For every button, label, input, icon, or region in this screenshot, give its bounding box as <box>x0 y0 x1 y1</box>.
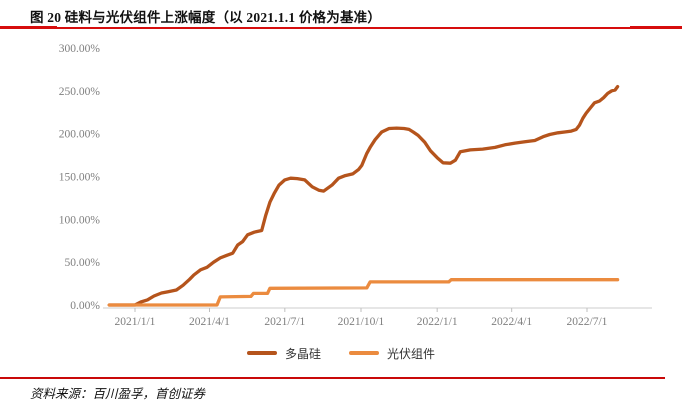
y-axis-tick-label: 150.00% <box>59 172 101 184</box>
x-axis-tick-label: 2022/1/1 <box>417 316 458 328</box>
y-axis-tick-label: 300.00% <box>59 43 101 55</box>
x-axis-tick-label: 2021/4/1 <box>189 316 230 328</box>
legend-swatch <box>246 351 277 355</box>
figure-title: 图 20 硅料与光伏组件上涨幅度（以 2021.1.1 价格为基准） <box>30 10 382 25</box>
y-axis-tick-label: 50.00% <box>65 257 101 269</box>
source-rule <box>0 377 665 379</box>
title-rule-left-segment <box>0 26 57 29</box>
legend-label: 多晶硅 <box>284 346 321 361</box>
series-line-polysilicon <box>107 84 620 307</box>
title-rule-middle-segment <box>57 27 630 29</box>
series-line-pv-module <box>107 278 620 307</box>
title-rule-right-segment <box>630 26 682 29</box>
x-axis-tick-label: 2021/10/1 <box>338 316 385 328</box>
legend-item-polysilicon: 多晶硅 <box>246 345 321 362</box>
legend-swatch <box>349 351 379 355</box>
x-axis-tick-label: 2021/1/1 <box>115 316 156 328</box>
y-axis-tick-label: 200.00% <box>59 129 101 141</box>
source-text: 资料来源：百川盈孚，首创证券 <box>30 387 206 401</box>
legend-item-pv-module: 光伏组件 <box>349 345 435 362</box>
legend-label: 光伏组件 <box>387 346 436 361</box>
x-axis-tick-label: 2022/7/1 <box>567 316 608 328</box>
y-axis-tick-label: 0.00% <box>70 300 100 312</box>
y-axis-tick-label: 250.00% <box>59 86 101 98</box>
x-axis-tick-label: 2022/4/1 <box>491 316 532 328</box>
y-axis-tick-label: 100.00% <box>59 214 101 226</box>
legend: 多晶硅 光伏组件 <box>0 345 682 361</box>
x-axis-tick-label: 2021/7/1 <box>264 316 305 328</box>
